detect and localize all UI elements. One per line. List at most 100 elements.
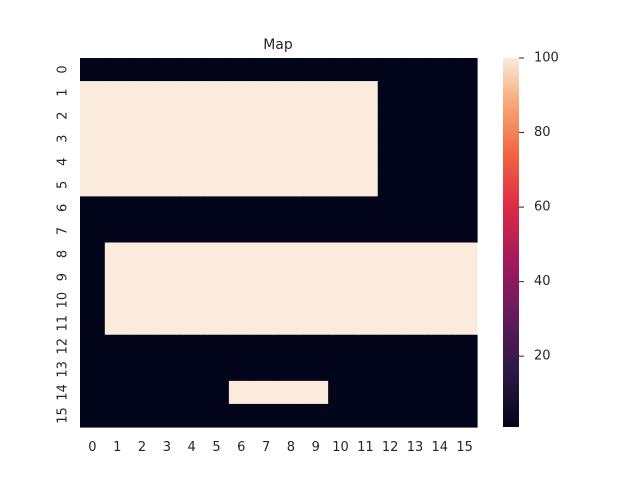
heatmap-cell — [402, 219, 428, 244]
heatmap-cell — [129, 104, 156, 128]
heatmap-cell — [452, 288, 478, 313]
heatmap-cell — [452, 334, 478, 359]
heatmap-cell — [377, 58, 404, 82]
heatmap-cell — [402, 81, 428, 105]
heatmap-cell — [204, 288, 230, 313]
heatmap-cell — [80, 58, 106, 82]
heatmap-cell — [253, 311, 280, 336]
heatmap-cell — [253, 104, 280, 128]
heatmap-cell — [154, 403, 180, 428]
heatmap-cell — [80, 334, 106, 359]
heatmap-cell — [154, 196, 180, 221]
heatmap-cell — [303, 357, 329, 382]
heatmap-cell — [129, 81, 156, 105]
heatmap-cell — [328, 288, 354, 313]
heatmap-cell — [328, 380, 354, 405]
heatmap-cell — [303, 219, 329, 244]
colorbar-tick-label: 100 — [534, 51, 559, 66]
heatmap-cell — [154, 219, 180, 244]
heatmap-cell — [253, 58, 280, 82]
x-tick-label: 2 — [138, 440, 146, 455]
heatmap-cell — [104, 104, 131, 128]
heatmap-cell — [104, 127, 131, 151]
x-tick-label: 0 — [88, 440, 96, 455]
heatmap-cell — [328, 242, 354, 267]
heatmap-cell — [204, 81, 230, 105]
heatmap-cell — [154, 81, 180, 105]
heatmap-cell — [228, 81, 255, 105]
heatmap-cell — [204, 150, 230, 174]
heatmap-cell — [179, 265, 205, 290]
heatmap-cell — [303, 288, 329, 313]
heatmap-cell — [129, 265, 156, 290]
y-tick-label: 3 — [56, 135, 71, 143]
heatmap-cell — [179, 58, 205, 82]
heatmap-cell — [402, 380, 428, 405]
heatmap-cell — [253, 150, 280, 174]
heatmap-cell — [104, 357, 131, 382]
heatmap-cell — [328, 334, 354, 359]
heatmap-cell — [228, 150, 255, 174]
heatmap-cell — [328, 104, 354, 128]
heatmap-cell — [253, 403, 280, 428]
heatmap-cell — [129, 380, 156, 405]
heatmap-cell — [377, 150, 404, 174]
heatmap-cell — [253, 380, 280, 405]
heatmap-cell — [129, 357, 156, 382]
heatmap-cell — [154, 127, 180, 151]
heatmap-cell — [427, 265, 453, 290]
colorbar-tick-label: 60 — [534, 200, 551, 215]
heatmap-cell — [80, 219, 106, 244]
heatmap-cell — [104, 288, 131, 313]
heatmap-cell — [303, 127, 329, 151]
heatmap-cell — [352, 311, 379, 336]
heatmap-cell — [402, 334, 428, 359]
heatmap-cell — [452, 104, 478, 128]
heatmap-cell — [278, 380, 304, 405]
y-tick-label: 5 — [56, 181, 71, 189]
heatmap-cell — [377, 196, 404, 221]
heatmap-cell — [452, 173, 478, 197]
heatmap-cell — [80, 311, 106, 336]
heatmap-cell — [303, 380, 329, 405]
heatmap-cell — [452, 58, 478, 82]
heatmap-cell — [228, 242, 255, 267]
heatmap-cell — [104, 81, 131, 105]
heatmap-cell — [228, 380, 255, 405]
heatmap-cell — [452, 219, 478, 244]
heatmap-cell — [228, 196, 255, 221]
heatmap-cell — [377, 81, 404, 105]
heatmap-cell — [80, 403, 106, 428]
heatmap-cell — [278, 334, 304, 359]
y-tick-label: 14 — [56, 384, 71, 401]
heatmap-cell — [204, 334, 230, 359]
heatmap-cell — [303, 58, 329, 82]
heatmap-cell — [129, 403, 156, 428]
heatmap-cell — [104, 334, 131, 359]
heatmap-cell — [303, 403, 329, 428]
heatmap-cell — [228, 173, 255, 197]
heatmap-cell — [104, 380, 131, 405]
colorbar-ticks: 20 40 60 80 100 — [519, 51, 559, 364]
heatmap-cell — [427, 380, 453, 405]
heatmap-cell — [204, 219, 230, 244]
heatmap-cell — [80, 288, 106, 313]
heatmap-cell — [104, 242, 131, 267]
heatmap-cell — [452, 196, 478, 221]
heatmap-cell — [427, 58, 453, 82]
y-tick-label: 6 — [56, 204, 71, 212]
heatmap-cells — [80, 58, 478, 428]
heatmap-cell — [278, 288, 304, 313]
heatmap-cell — [253, 334, 280, 359]
heatmap-cell — [377, 334, 404, 359]
heatmap-cell — [427, 104, 453, 128]
heatmap-cell — [253, 265, 280, 290]
heatmap-cell — [328, 150, 354, 174]
x-tick-label: 3 — [163, 440, 171, 455]
y-tick-label: 11 — [56, 315, 71, 332]
x-tick-label: 6 — [237, 440, 245, 455]
heatmap-cell — [129, 288, 156, 313]
heatmap-cell — [80, 150, 106, 174]
chart-title: Map — [263, 37, 293, 53]
